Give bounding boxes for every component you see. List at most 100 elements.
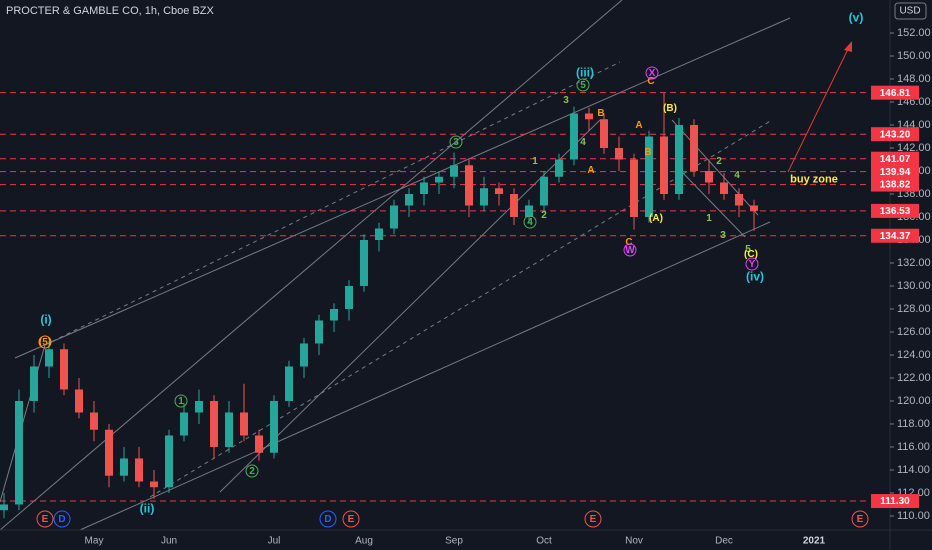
- y-tick-label: 130.00: [897, 280, 931, 292]
- level-box: [871, 177, 919, 192]
- annotation: E: [42, 514, 49, 525]
- candle-body: [285, 366, 293, 401]
- candle-body: [255, 435, 263, 453]
- annotation: 5: [745, 244, 751, 255]
- annotation: D: [58, 514, 65, 525]
- annotation: A: [635, 120, 642, 131]
- annotation: (iii): [576, 66, 594, 80]
- annotation: B: [597, 108, 604, 119]
- trend-lines: [0, 0, 791, 531]
- y-tick-label: 110.00: [897, 510, 930, 522]
- x-tick-label: Aug: [355, 536, 373, 547]
- y-tick-label: 118.00: [897, 418, 930, 430]
- annotation-circle: [319, 510, 337, 528]
- candle-body: [165, 435, 173, 488]
- annotation-circle: [851, 510, 869, 528]
- channel-line: [44, 61, 621, 346]
- channel-lines: [44, 61, 773, 498]
- candle-body: [330, 308, 338, 321]
- chart-title: PROCTER & GAMBLE CO, 1h, Cboe BZX: [6, 5, 215, 17]
- annotation: 4: [580, 137, 586, 148]
- candle-body: [585, 113, 593, 120]
- candle-body: [600, 119, 608, 148]
- candle-body: [300, 343, 308, 367]
- candle-body: [510, 193, 518, 217]
- candle-body: [525, 205, 533, 217]
- candle-body: [105, 429, 113, 476]
- channel-line: [149, 119, 773, 498]
- candle-body: [90, 412, 98, 430]
- candle-body: [690, 124, 698, 171]
- candle-body: [405, 193, 413, 206]
- annotation: 4: [527, 217, 533, 228]
- x-tick-label: Jun: [161, 536, 177, 547]
- candle-body: [750, 205, 758, 211]
- level-box: [871, 203, 919, 218]
- y-tick-label: 152.00: [897, 27, 931, 39]
- y-tick-label: 122.00: [897, 372, 931, 384]
- candle-body: [120, 458, 128, 476]
- candle-body: [0, 504, 8, 511]
- candle-body: [180, 412, 188, 436]
- level-label: 139.94: [880, 167, 911, 178]
- x-tick-label: Oct: [536, 536, 552, 547]
- annotation: 1: [706, 213, 712, 224]
- x-tick-label: Dec: [715, 536, 733, 547]
- candle-body: [60, 349, 68, 390]
- annotation: 4: [734, 170, 740, 181]
- candle-body: [360, 239, 368, 286]
- y-tick-label: 148.00: [897, 73, 931, 85]
- y-tick-label: 150.00: [897, 50, 931, 62]
- candle-body: [45, 349, 53, 367]
- candle-body: [465, 165, 473, 206]
- candle-body: [390, 205, 398, 229]
- level-box: [871, 127, 919, 142]
- level-label: 146.81: [880, 88, 911, 99]
- annotation: 1: [532, 156, 538, 167]
- candle-body: [150, 481, 158, 488]
- level-box: [871, 151, 919, 166]
- y-tick-label: 114.00: [897, 464, 930, 476]
- candle-body: [615, 147, 623, 160]
- candle-body: [225, 412, 233, 447]
- y-tick-label: 144.00: [897, 119, 931, 131]
- annotation: (iv): [746, 270, 764, 284]
- candle-body: [630, 159, 638, 217]
- annotation-circle: [449, 135, 463, 149]
- candle-body: [660, 136, 668, 194]
- annotation-circle: [576, 78, 590, 92]
- level-label: 136.53: [880, 206, 911, 217]
- candle-body: [315, 320, 323, 344]
- y-tick-label: 128.00: [897, 303, 931, 315]
- level-label: 141.07: [880, 154, 911, 165]
- annotation: (i): [40, 313, 51, 327]
- annotation: B: [644, 147, 651, 158]
- trend-line: [79, 221, 771, 531]
- annotation: buy zone: [790, 173, 838, 185]
- x-tick-label: Jul: [268, 536, 281, 547]
- y-tick-label: 132.00: [897, 257, 931, 269]
- annotation-circle: [342, 510, 360, 528]
- y-tick-label: 142.00: [897, 142, 931, 154]
- x-tick-label: 2021: [803, 536, 826, 547]
- projection-arrow: [787, 41, 852, 173]
- trend-line: [679, 169, 746, 238]
- level-label: 111.30: [880, 496, 910, 507]
- candle-body: [555, 159, 563, 177]
- annotation-circle: [53, 510, 71, 528]
- annotation-circle: [174, 394, 188, 408]
- annotation: 2: [249, 466, 255, 477]
- candle-body: [645, 136, 653, 217]
- annotation: W: [625, 245, 635, 256]
- annotation: 3: [720, 230, 726, 241]
- x-tick-label: Nov: [625, 536, 643, 547]
- candle-body: [135, 458, 143, 482]
- candle-body: [270, 400, 278, 453]
- candle-body: [75, 389, 83, 413]
- annotation: (B): [663, 103, 677, 114]
- annotation: E: [348, 514, 355, 525]
- candle-body: [450, 165, 458, 177]
- annotation: Y: [749, 259, 756, 270]
- arrow-head: [844, 41, 852, 52]
- annotation-circle: [38, 335, 52, 349]
